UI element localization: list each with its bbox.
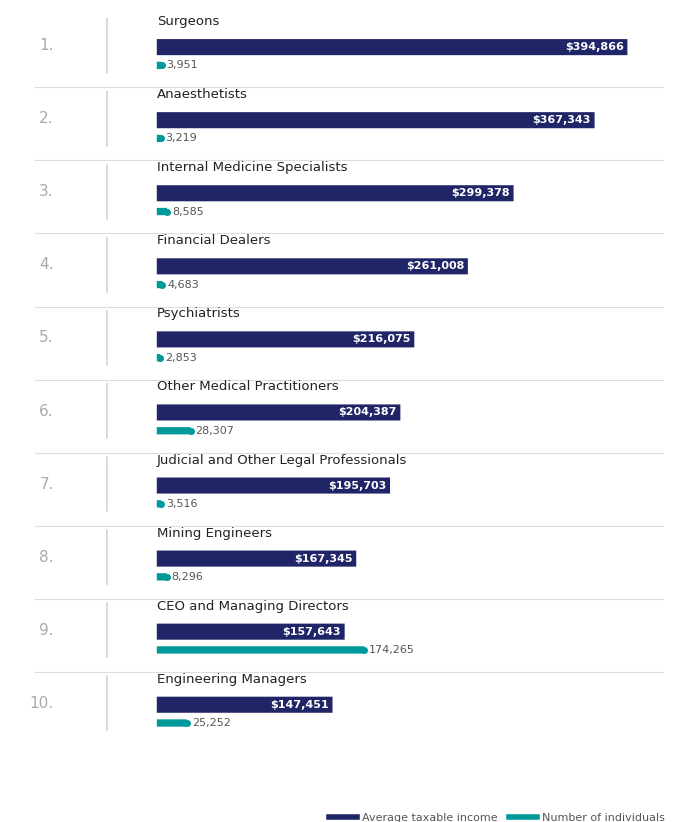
FancyBboxPatch shape: [157, 258, 468, 275]
FancyBboxPatch shape: [157, 427, 191, 434]
Text: $394,866: $394,866: [565, 42, 624, 52]
Text: 4,683: 4,683: [167, 279, 199, 289]
Text: $204,387: $204,387: [338, 408, 397, 418]
Text: Judicial and Other Legal Professionals: Judicial and Other Legal Professionals: [157, 454, 407, 467]
Text: $261,008: $261,008: [406, 261, 464, 271]
Text: 3,516: 3,516: [166, 499, 197, 509]
Text: Mining Engineers: Mining Engineers: [157, 527, 271, 539]
Text: 1.: 1.: [39, 38, 54, 53]
Text: 10.: 10.: [30, 695, 54, 711]
Text: Engineering Managers: Engineering Managers: [157, 672, 307, 686]
FancyBboxPatch shape: [157, 478, 390, 493]
FancyBboxPatch shape: [157, 331, 414, 348]
Text: 6.: 6.: [39, 404, 54, 418]
FancyBboxPatch shape: [157, 500, 161, 507]
Text: $367,343: $367,343: [533, 115, 591, 125]
FancyBboxPatch shape: [157, 624, 344, 640]
Text: $299,378: $299,378: [451, 188, 510, 198]
Text: 8.: 8.: [39, 550, 54, 565]
Text: 4.: 4.: [39, 257, 54, 272]
FancyBboxPatch shape: [157, 208, 167, 215]
Text: Psychiatrists: Psychiatrists: [157, 307, 240, 321]
FancyBboxPatch shape: [157, 354, 161, 362]
Text: 3,219: 3,219: [165, 133, 197, 144]
FancyBboxPatch shape: [157, 62, 161, 69]
Text: $147,451: $147,451: [270, 700, 329, 709]
Text: $157,643: $157,643: [282, 626, 341, 637]
FancyBboxPatch shape: [157, 112, 595, 128]
Legend: Average taxable income, Number of individuals: Average taxable income, Number of indivi…: [325, 809, 670, 822]
FancyBboxPatch shape: [157, 551, 356, 566]
FancyBboxPatch shape: [157, 719, 187, 727]
Text: Financial Dealers: Financial Dealers: [157, 234, 270, 247]
Text: $195,703: $195,703: [328, 481, 387, 491]
Text: 9.: 9.: [39, 623, 54, 638]
Text: 3,951: 3,951: [166, 60, 198, 71]
Text: CEO and Managing Directors: CEO and Managing Directors: [157, 600, 349, 612]
FancyBboxPatch shape: [157, 135, 161, 142]
Text: 2.: 2.: [39, 111, 54, 127]
Text: 5.: 5.: [39, 330, 54, 345]
Text: Other Medical Practitioners: Other Medical Practitioners: [157, 381, 338, 394]
FancyBboxPatch shape: [157, 404, 400, 421]
FancyBboxPatch shape: [157, 39, 628, 55]
Text: 7.: 7.: [39, 477, 54, 492]
Text: $216,075: $216,075: [352, 335, 411, 344]
Text: 2,853: 2,853: [165, 353, 197, 363]
Text: 8,296: 8,296: [172, 572, 203, 582]
Text: 3.: 3.: [39, 184, 54, 199]
FancyBboxPatch shape: [157, 697, 333, 713]
Text: Internal Medicine Specialists: Internal Medicine Specialists: [157, 161, 347, 174]
Text: 28,307: 28,307: [195, 426, 234, 436]
FancyBboxPatch shape: [157, 185, 513, 201]
Text: 8,585: 8,585: [172, 206, 203, 216]
FancyBboxPatch shape: [157, 573, 167, 580]
Text: Surgeons: Surgeons: [157, 15, 219, 28]
Text: 174,265: 174,265: [369, 645, 415, 655]
FancyBboxPatch shape: [157, 281, 163, 289]
Text: Anaesthetists: Anaesthetists: [157, 88, 247, 101]
Text: 25,252: 25,252: [192, 718, 231, 728]
FancyBboxPatch shape: [157, 646, 364, 653]
Text: $167,345: $167,345: [294, 553, 353, 564]
